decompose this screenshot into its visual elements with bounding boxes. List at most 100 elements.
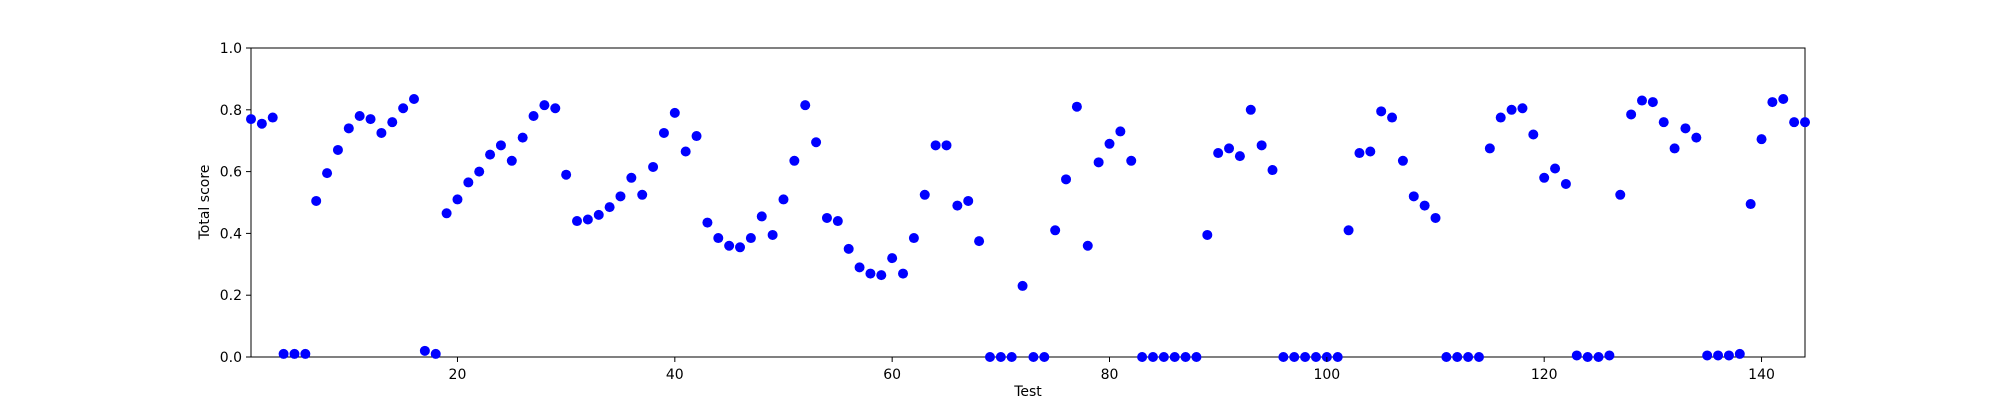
x-tick-label: 140 (1748, 367, 1775, 383)
data-point (1061, 174, 1072, 185)
data-point (1778, 93, 1789, 104)
data-point (1593, 352, 1604, 362)
data-point (789, 155, 800, 166)
data-point (1310, 352, 1321, 362)
data-point (941, 140, 952, 151)
data-point (1137, 352, 1148, 362)
y-tick-label: 0.2 (220, 288, 242, 304)
data-point (1495, 112, 1506, 123)
data-point (398, 103, 409, 114)
data-point (441, 208, 452, 219)
data-point (474, 166, 485, 177)
axes-frame (250, 47, 1806, 358)
data-point (615, 191, 626, 202)
data-point (365, 114, 376, 125)
data-point (963, 195, 974, 206)
data-point (572, 216, 583, 227)
data-point (1419, 200, 1430, 211)
data-point (463, 177, 474, 188)
data-point (876, 270, 887, 281)
data-point (1723, 350, 1734, 361)
data-point (267, 112, 278, 123)
data-point (528, 110, 539, 121)
data-point (1267, 165, 1278, 176)
data-point (387, 117, 398, 128)
data-point (495, 140, 506, 151)
data-point (637, 189, 648, 200)
y-axis-label: Total score (197, 165, 213, 241)
x-ticks: 20 40 60 80 100 120 140 (449, 357, 1775, 383)
x-axis-label: Test (1013, 384, 1042, 400)
data-point (1354, 148, 1365, 159)
data-point (1669, 143, 1680, 154)
data-point (409, 93, 420, 104)
data-point (898, 268, 909, 279)
data-point (419, 345, 430, 356)
data-point (1082, 240, 1093, 251)
data-point (604, 202, 615, 213)
data-point (430, 348, 441, 359)
x-tick-label: 40 (666, 367, 684, 383)
data-point (1006, 352, 1017, 362)
data-point (843, 243, 854, 254)
data-point (1387, 112, 1398, 123)
data-point (800, 100, 811, 111)
data-point (1658, 117, 1669, 128)
data-point (756, 211, 767, 222)
data-point (1343, 225, 1354, 236)
data-point (1691, 132, 1702, 143)
data-point (1365, 146, 1376, 157)
data-point (626, 172, 637, 183)
data-point (995, 352, 1006, 362)
data-point (1517, 103, 1528, 114)
data-point (767, 229, 778, 240)
data-point (1800, 117, 1810, 128)
data-point (1506, 104, 1517, 115)
data-point (821, 212, 832, 223)
data-point (1017, 280, 1028, 291)
data-point (376, 127, 387, 138)
data-point (256, 118, 267, 129)
y-tick-label: 1.0 (220, 41, 242, 57)
data-point (811, 137, 822, 148)
data-point (561, 169, 572, 180)
data-point (550, 103, 561, 114)
data-point (713, 233, 724, 244)
data-point (582, 214, 593, 225)
data-point (1245, 104, 1256, 115)
y-ticks: 0.0 0.2 0.4 0.6 0.8 1.0 (220, 41, 251, 366)
data-point (1756, 134, 1767, 145)
data-point (1115, 126, 1126, 137)
data-point (735, 242, 746, 253)
data-point (1441, 352, 1452, 362)
data-point (1408, 191, 1419, 202)
data-point (1767, 97, 1778, 108)
data-point (1789, 117, 1800, 128)
data-point (1636, 95, 1647, 106)
y-tick-label: 0.6 (220, 165, 242, 181)
data-point (322, 168, 333, 179)
x-tick-label: 100 (1313, 367, 1340, 383)
data-point (1615, 189, 1626, 200)
data-point (930, 140, 941, 151)
data-point (1473, 352, 1484, 362)
data-point (1191, 352, 1202, 362)
x-tick-label: 60 (883, 367, 901, 383)
data-point (1050, 225, 1061, 236)
data-point (658, 127, 669, 138)
data-point (1702, 350, 1713, 361)
data-point (1039, 352, 1050, 362)
data-point (1680, 123, 1691, 134)
data-point (1278, 352, 1289, 362)
data-point (832, 216, 843, 227)
data-point (289, 348, 300, 359)
data-point (1734, 348, 1745, 359)
data-point (1028, 352, 1039, 362)
data-point (1397, 155, 1408, 166)
y-tick-label: 0.8 (220, 103, 242, 119)
points-layer (246, 93, 1810, 362)
data-point (1332, 352, 1343, 362)
data-point (648, 161, 659, 172)
data-point (311, 195, 322, 206)
